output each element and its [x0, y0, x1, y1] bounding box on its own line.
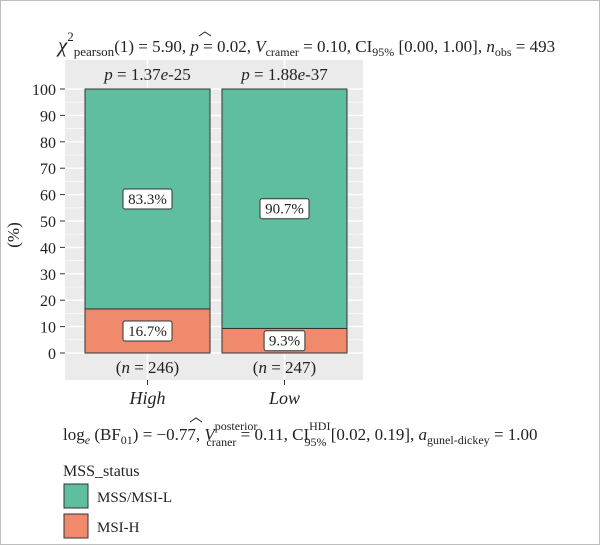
p-value-label: p = 1.37e-25 — [103, 65, 191, 84]
data-label: 83.3% — [128, 192, 167, 208]
legend-swatch — [63, 483, 89, 509]
n-label: (n = 247) — [253, 358, 316, 377]
data-label-box — [122, 188, 173, 210]
n-label: (n = 246) — [116, 358, 179, 377]
y-tick-label: 20 — [40, 293, 56, 310]
y-tick-label: 70 — [40, 161, 56, 178]
label-layer: 16.7% 83.3% p = 1.37e-25 (n = 246) 9.3% 90.7%… — [103, 65, 328, 377]
x-tick-label: Low — [268, 388, 300, 408]
v-hat-mark-caption — [189, 417, 203, 423]
data-label-box — [263, 330, 306, 352]
y-tick-label: 40 — [40, 240, 56, 257]
data-label: 90.7% — [265, 202, 304, 218]
legend-title: MSS_status — [63, 463, 139, 480]
y-tick-label: 80 — [40, 135, 56, 152]
v-hat-mark — [198, 31, 212, 37]
y-tick-label: 60 — [40, 188, 56, 205]
y-tick-label: 50 — [40, 214, 56, 231]
data-label: 16.7% — [128, 324, 167, 340]
y-tick-label: 100 — [32, 82, 56, 99]
y-tick-label: 90 — [40, 108, 56, 125]
chart-subtitle: χ2pearson(1) = 5.90, p = 0.02, Vcramer =… — [56, 29, 555, 59]
x-tick-label: High — [129, 388, 166, 408]
y-tick-label: 10 — [40, 320, 56, 337]
p-value-label: p = 1.88e-37 — [240, 65, 328, 84]
legend-label: MSS/MSI-L — [97, 490, 172, 506]
data-label-box — [259, 198, 310, 220]
y-tick-label: 0 — [48, 346, 56, 363]
y-axis-label: (%) — [4, 222, 23, 247]
data-label: 9.3% — [269, 334, 300, 350]
legend-label: MSI-H — [97, 520, 140, 536]
chart-caption: loge (BF01) = −0.77, Vposterior craner = … — [63, 419, 538, 449]
legend: MSS/MSI-L MSI-H — [63, 483, 172, 539]
y-tick-label: 30 — [40, 267, 56, 284]
axis-layer: 0 10 20 30 40 50 60 70 80 90 100 High Low — [32, 82, 300, 408]
legend-swatch — [63, 513, 89, 539]
data-label-box — [122, 320, 173, 342]
